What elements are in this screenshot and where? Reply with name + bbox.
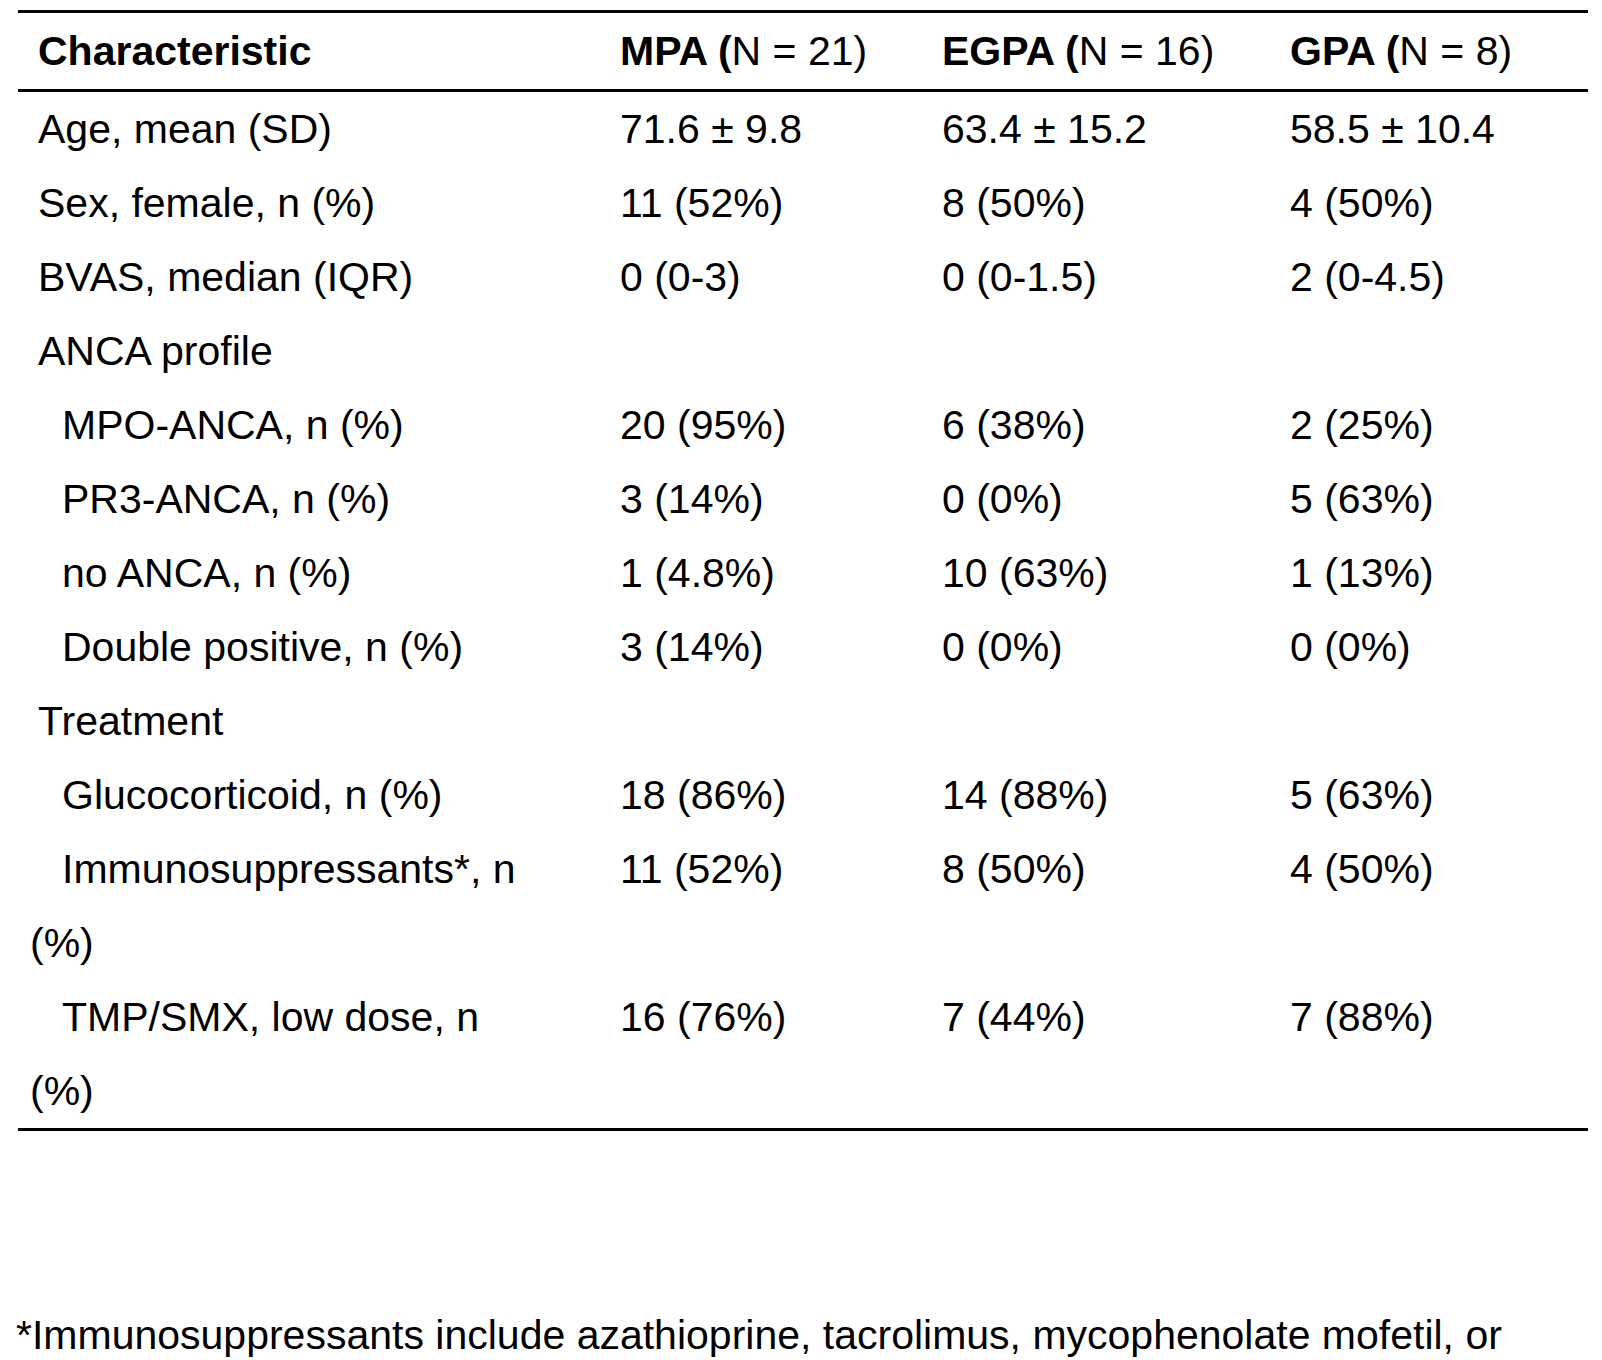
cell-egpa: 14 (88%) (942, 758, 1290, 832)
document-page: Characteristic MPA (N = 21) EGPA (N = 16… (0, 0, 1602, 1360)
cell-gpa: 4 (50%) (1290, 832, 1588, 980)
table-header-row: Characteristic MPA (N = 21) EGPA (N = 16… (18, 12, 1588, 91)
row-label: Double positive, n (%) (18, 610, 620, 684)
header-mpa-label: MPA ( (620, 28, 732, 74)
cell-gpa: 7 (88%) (1290, 980, 1588, 1130)
cell-egpa: 7 (44%) (942, 980, 1290, 1130)
table-row: Sex, female, n (%) 11 (52%) 8 (50%) 4 (5… (18, 166, 1588, 240)
cell-gpa: 2 (25%) (1290, 388, 1588, 462)
cell-mpa: 16 (76%) (620, 980, 942, 1130)
cell-gpa: 0 (0%) (1290, 610, 1588, 684)
table-row: Immunosuppressants*, n (%) 11 (52%) 8 (5… (18, 832, 1588, 980)
cell-gpa: 5 (63%) (1290, 758, 1588, 832)
header-mpa-n: N = 21) (732, 28, 868, 74)
table-row: Glucocorticoid, n (%) 18 (86%) 14 (88%) … (18, 758, 1588, 832)
footnote-immunosuppressants: *Immunosuppressants include azathioprine… (16, 1297, 1502, 1360)
cell-mpa: 3 (14%) (620, 610, 942, 684)
table-row: TMP/SMX, low dose, n (%) 16 (76%) 7 (44%… (18, 980, 1588, 1130)
section-row-treatment: Treatment (18, 684, 1588, 758)
cell-gpa: 58.5 ± 10.4 (1290, 91, 1588, 167)
header-egpa-label: EGPA ( (942, 28, 1079, 74)
cell-egpa: 0 (0-1.5) (942, 240, 1290, 314)
cell-egpa: 10 (63%) (942, 536, 1290, 610)
section-label: ANCA profile (18, 314, 620, 388)
characteristics-table: Characteristic MPA (N = 21) EGPA (N = 16… (18, 10, 1588, 1131)
cell-egpa (942, 684, 1290, 758)
row-label: TMP/SMX, low dose, n (%) (18, 980, 620, 1130)
row-label: Glucocorticoid, n (%) (18, 758, 620, 832)
row-label: BVAS, median (IQR) (18, 240, 620, 314)
header-characteristic-label: Characteristic (38, 28, 311, 74)
table-row: BVAS, median (IQR) 0 (0-3) 0 (0-1.5) 2 (… (18, 240, 1588, 314)
section-row-anca-profile: ANCA profile (18, 314, 1588, 388)
header-gpa-label: GPA ( (1290, 28, 1399, 74)
cell-egpa: 63.4 ± 15.2 (942, 91, 1290, 167)
table-row: Age, mean (SD) 71.6 ± 9.8 63.4 ± 15.2 58… (18, 91, 1588, 167)
row-label: Sex, female, n (%) (18, 166, 620, 240)
row-label: MPO-ANCA, n (%) (18, 388, 620, 462)
cell-mpa: 20 (95%) (620, 388, 942, 462)
cell-gpa (1290, 684, 1588, 758)
row-label: Immunosuppressants*, n (%) (18, 832, 620, 980)
row-label: no ANCA, n (%) (18, 536, 620, 610)
table-row: no ANCA, n (%) 1 (4.8%) 10 (63%) 1 (13%) (18, 536, 1588, 610)
header-gpa: GPA (N = 8) (1290, 12, 1588, 91)
table-footnotes: *Immunosuppressants include azathioprine… (16, 1143, 1502, 1360)
cell-egpa: 8 (50%) (942, 832, 1290, 980)
cell-mpa: 11 (52%) (620, 832, 942, 980)
cell-gpa: 1 (13%) (1290, 536, 1588, 610)
cell-mpa: 3 (14%) (620, 462, 942, 536)
cell-mpa: 0 (0-3) (620, 240, 942, 314)
cell-mpa: 71.6 ± 9.8 (620, 91, 942, 167)
cell-mpa (620, 684, 942, 758)
header-egpa-n: N = 16) (1079, 28, 1215, 74)
cell-gpa (1290, 314, 1588, 388)
table-row: PR3-ANCA, n (%) 3 (14%) 0 (0%) 5 (63%) (18, 462, 1588, 536)
header-egpa: EGPA (N = 16) (942, 12, 1290, 91)
row-label: Age, mean (SD) (18, 91, 620, 167)
header-mpa: MPA (N = 21) (620, 12, 942, 91)
table-row: Double positive, n (%) 3 (14%) 0 (0%) 0 … (18, 610, 1588, 684)
cell-mpa: 1 (4.8%) (620, 536, 942, 610)
cell-egpa: 0 (0%) (942, 610, 1290, 684)
cell-egpa: 8 (50%) (942, 166, 1290, 240)
row-label: PR3-ANCA, n (%) (18, 462, 620, 536)
cell-mpa: 11 (52%) (620, 166, 942, 240)
section-label: Treatment (18, 684, 620, 758)
cell-gpa: 5 (63%) (1290, 462, 1588, 536)
table-row: MPO-ANCA, n (%) 20 (95%) 6 (38%) 2 (25%) (18, 388, 1588, 462)
header-characteristic: Characteristic (18, 12, 620, 91)
cell-mpa: 18 (86%) (620, 758, 942, 832)
cell-mpa (620, 314, 942, 388)
cell-gpa: 2 (0-4.5) (1290, 240, 1588, 314)
cell-gpa: 4 (50%) (1290, 166, 1588, 240)
cell-egpa (942, 314, 1290, 388)
cell-egpa: 6 (38%) (942, 388, 1290, 462)
cell-egpa: 0 (0%) (942, 462, 1290, 536)
header-gpa-n: N = 8) (1399, 28, 1512, 74)
